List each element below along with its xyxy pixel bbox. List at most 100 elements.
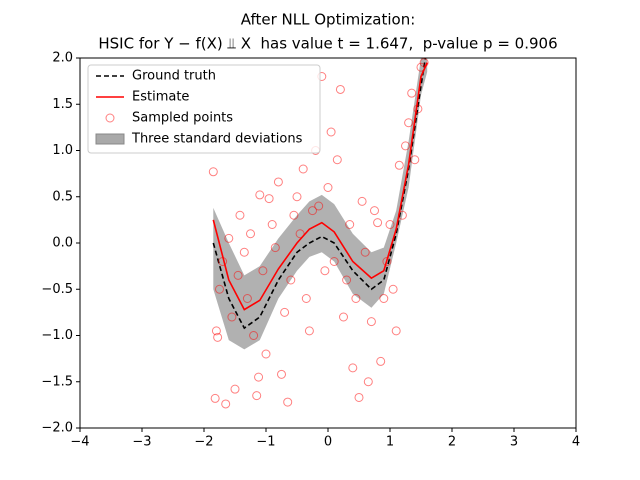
point xyxy=(283,397,293,407)
x-tick-label: −2 xyxy=(194,435,213,450)
point xyxy=(233,270,243,280)
y-tick-label: −2.0 xyxy=(41,421,73,436)
point xyxy=(376,356,386,366)
plot-area xyxy=(208,58,429,409)
point xyxy=(329,257,339,266)
point xyxy=(235,210,245,220)
point xyxy=(314,201,324,211)
point xyxy=(351,294,361,303)
point xyxy=(264,194,274,204)
point xyxy=(255,190,265,200)
point xyxy=(208,167,218,177)
point xyxy=(218,257,228,266)
x-tick-label: 1 xyxy=(386,435,394,450)
x-tick-label: −1 xyxy=(256,435,275,450)
point xyxy=(261,349,271,359)
point xyxy=(320,266,330,276)
point xyxy=(258,266,268,276)
line xyxy=(212,62,428,311)
point xyxy=(407,88,417,98)
point xyxy=(230,384,240,394)
x-tick-label: −3 xyxy=(132,435,151,450)
y-tick-label: 1.0 xyxy=(52,143,73,158)
point xyxy=(242,294,252,303)
point xyxy=(382,257,392,266)
legend-label: Sampled points xyxy=(132,111,233,126)
point xyxy=(323,183,333,192)
point xyxy=(391,326,401,336)
legend-swatch xyxy=(105,113,115,123)
point xyxy=(416,62,426,72)
x-tick-label: 3 xyxy=(510,435,518,450)
legend-label: Ground truth xyxy=(132,69,216,84)
point xyxy=(373,218,383,228)
y-tick-label: 0.5 xyxy=(52,189,73,204)
point xyxy=(239,247,249,257)
legend-label: Three standard deviations xyxy=(131,132,303,147)
point xyxy=(326,127,336,137)
point xyxy=(292,192,302,202)
point xyxy=(388,284,398,294)
y-tick-label: 0.0 xyxy=(52,236,73,251)
point xyxy=(304,326,314,336)
point xyxy=(267,220,277,229)
chart-title: After NLL Optimization: xyxy=(241,11,416,29)
point xyxy=(354,392,364,402)
point xyxy=(385,220,395,229)
point xyxy=(335,84,345,94)
point xyxy=(394,160,404,170)
point xyxy=(366,317,376,327)
point xyxy=(370,206,379,216)
point xyxy=(227,312,237,322)
point xyxy=(252,391,262,401)
point xyxy=(404,118,414,128)
y-tick-label: −1.0 xyxy=(41,328,73,343)
point xyxy=(301,294,311,303)
point xyxy=(401,141,410,151)
x-tick-label: −4 xyxy=(70,435,89,450)
point xyxy=(273,177,283,187)
point xyxy=(210,393,220,403)
point xyxy=(345,220,355,229)
point xyxy=(254,372,264,382)
legend-swatch xyxy=(95,133,125,145)
point xyxy=(289,210,299,220)
point xyxy=(360,247,370,257)
x-tick-label: 4 xyxy=(572,435,580,450)
point xyxy=(213,332,223,342)
point xyxy=(410,155,420,165)
legend-label: Estimate xyxy=(132,90,189,105)
x-tick-label: 2 xyxy=(448,435,456,450)
point xyxy=(249,331,259,340)
point xyxy=(270,243,280,253)
point xyxy=(342,275,352,285)
point xyxy=(357,196,367,206)
point xyxy=(280,307,290,317)
point xyxy=(277,369,286,379)
point xyxy=(211,326,221,336)
legend: Ground truth Estimate Sampled points Three … xyxy=(87,64,321,154)
point xyxy=(298,164,308,174)
point xyxy=(332,155,342,165)
point xyxy=(348,363,358,373)
point xyxy=(246,229,255,239)
legend-box xyxy=(87,64,321,154)
y-tick-label: −0.5 xyxy=(41,282,73,297)
point xyxy=(413,104,423,114)
point xyxy=(286,275,296,285)
point xyxy=(397,210,407,220)
point xyxy=(308,206,317,216)
point xyxy=(339,312,348,322)
point xyxy=(295,229,305,239)
point xyxy=(224,233,234,243)
x-tick-label: 0 xyxy=(324,435,332,450)
point xyxy=(379,294,389,303)
y-tick-label: 2.0 xyxy=(52,51,73,66)
point xyxy=(221,399,231,409)
chart-subtitle: HSIC for Y − f(X) ⫫ X has value t = 1.64… xyxy=(98,35,557,53)
point xyxy=(363,377,373,387)
y-tick-label: −1.5 xyxy=(41,374,73,389)
line xyxy=(212,58,427,330)
y-tick-label: 1.5 xyxy=(52,97,73,112)
